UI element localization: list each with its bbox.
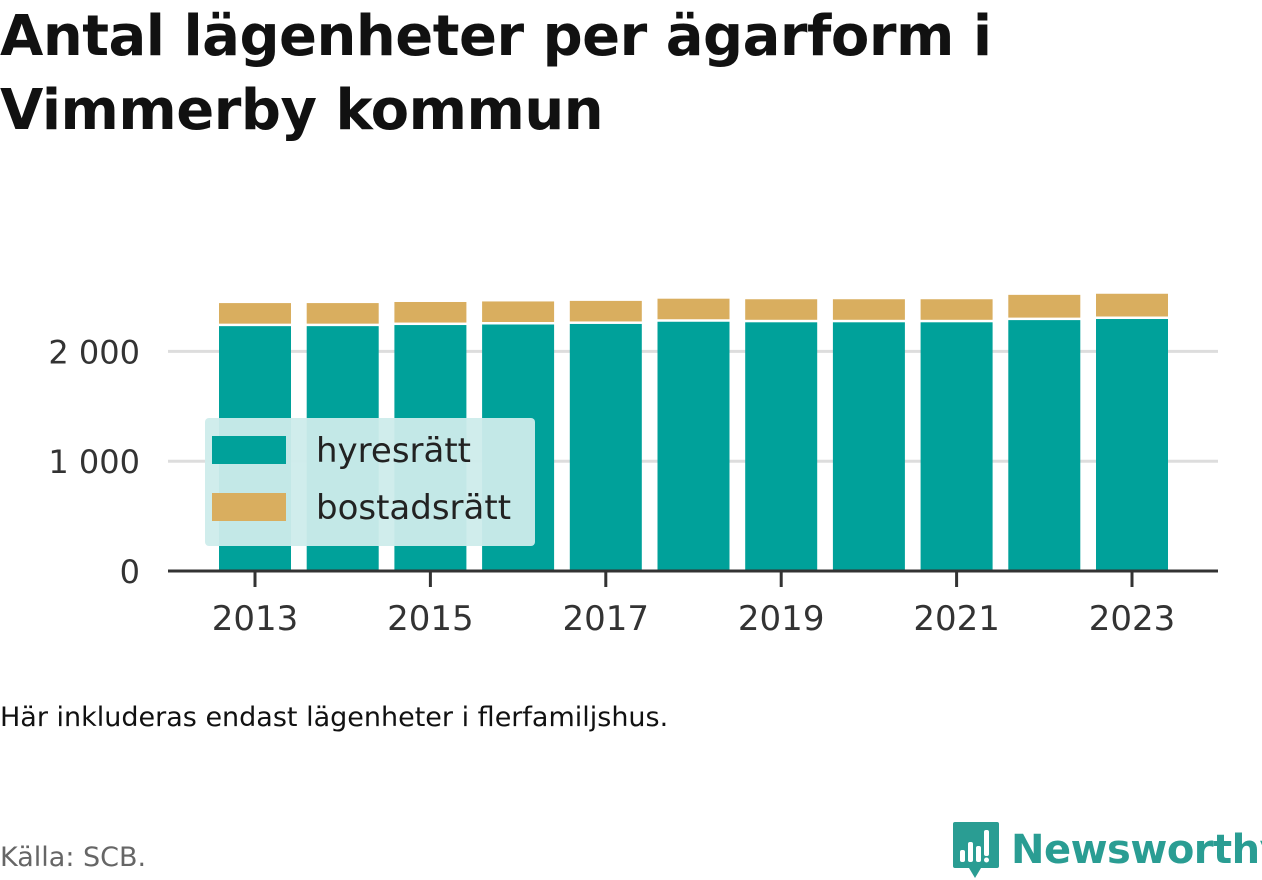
bar-bostadsratt-2013 xyxy=(219,303,291,324)
x-tick-label: 2017 xyxy=(563,599,650,639)
newsworthy-logo[interactable]: Newsworthy xyxy=(951,820,1262,880)
x-tick-label: 2019 xyxy=(738,599,825,639)
bar-hyresratt-2019 xyxy=(745,322,818,571)
bar-hyresratt-2022 xyxy=(1008,320,1081,571)
legend-label-bostadsratt: bostadsrätt xyxy=(316,488,511,528)
bar-bostadsratt-2022 xyxy=(1008,294,1081,318)
bar-bostadsratt-2020 xyxy=(832,299,905,320)
y-tick-label: 0 xyxy=(120,553,140,591)
bar-hyresratt-2023 xyxy=(1096,319,1168,571)
bar-hyresratt-2020 xyxy=(832,322,905,571)
bar-bostadsratt-2021 xyxy=(920,299,993,320)
source-credit: Källa: SCB. xyxy=(0,842,147,873)
bar-bostadsratt-2016 xyxy=(482,301,555,322)
y-tick-label: 1 000 xyxy=(48,443,140,481)
x-tick-label: 2013 xyxy=(212,599,299,639)
bar-bostadsratt-2019 xyxy=(745,299,818,320)
legend: hyresrätt bostadsrätt xyxy=(205,418,535,546)
x-tick-label: 2015 xyxy=(387,599,474,639)
bar-bostadsratt-2017 xyxy=(569,300,642,322)
bar-hyresratt-2017 xyxy=(569,323,642,571)
bar-hyresratt-2018 xyxy=(657,321,730,571)
legend-swatch-bostadsratt xyxy=(212,493,286,521)
brand-name: Newsworthy xyxy=(1011,827,1262,873)
legend-swatch-hyresratt xyxy=(212,436,286,464)
y-axis-ticks: 0 1 000 2 000 xyxy=(48,333,140,591)
chart-title: Antal lägenheter per ägarform i Vimmerby… xyxy=(0,4,992,143)
chart-note: Här inkluderas endast lägenheter i flerf… xyxy=(0,702,669,733)
legend-label-hyresratt: hyresrätt xyxy=(316,431,471,471)
bar-bostadsratt-2023 xyxy=(1096,293,1168,317)
legend-box xyxy=(205,418,535,546)
bar-bostadsratt-2014 xyxy=(306,303,379,324)
x-axis-ticks: 2013 2015 2017 2019 2021 2023 xyxy=(212,571,1176,639)
bar-hyresratt-2021 xyxy=(920,322,993,571)
x-tick-label: 2021 xyxy=(913,599,1000,639)
bar-bostadsratt-2018 xyxy=(657,298,730,320)
newsworthy-logo-icon xyxy=(953,822,999,878)
y-tick-label: 2 000 xyxy=(48,333,140,371)
bar-bostadsratt-2015 xyxy=(394,301,467,323)
x-tick-label: 2023 xyxy=(1089,599,1176,639)
